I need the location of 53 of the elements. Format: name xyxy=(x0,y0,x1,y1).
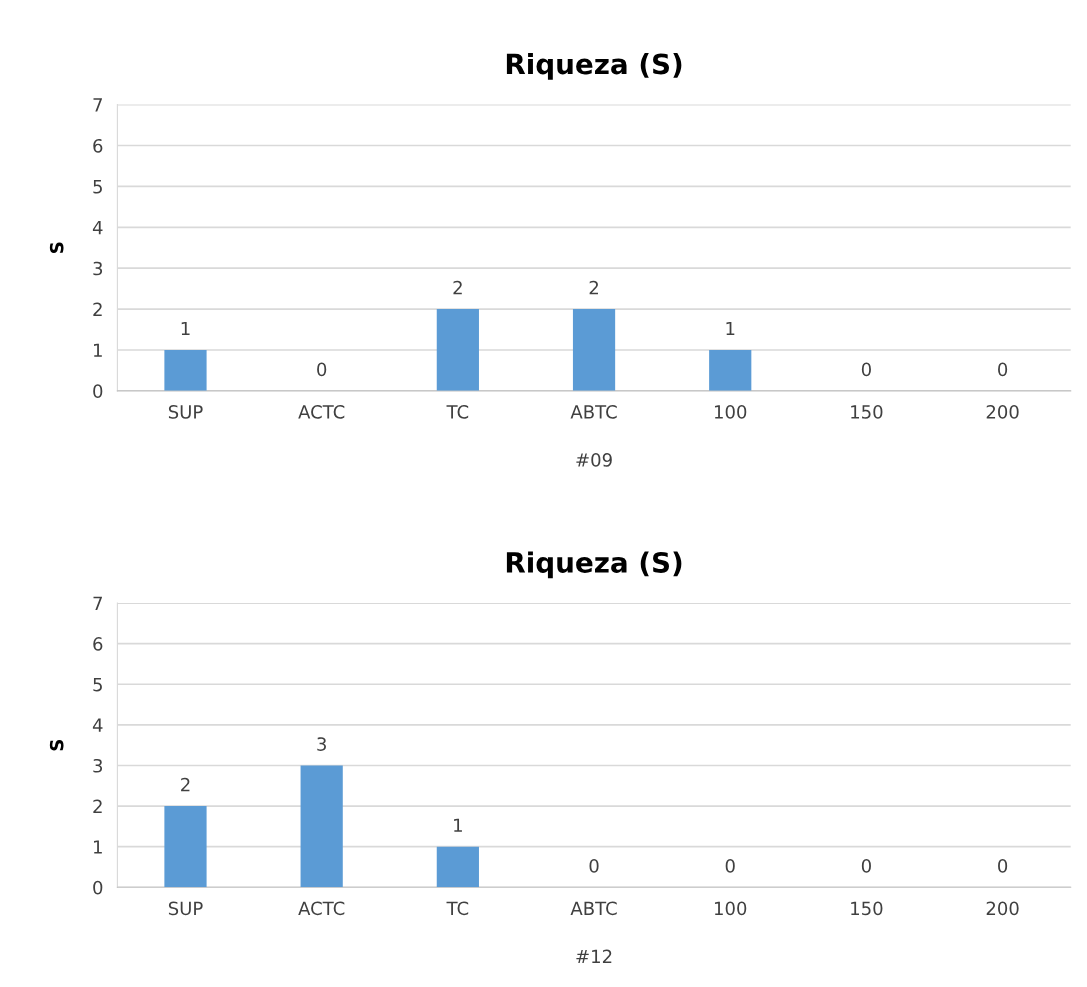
x-tick-label: 150 xyxy=(851,405,883,419)
x-tick-label: TC xyxy=(446,901,469,916)
x-axis-title: #09 xyxy=(576,453,612,467)
x-axis-title: #12 xyxy=(576,949,612,963)
data-label: 0 xyxy=(317,362,327,377)
bar xyxy=(300,765,343,888)
y-tick-label: 5 xyxy=(93,677,102,692)
bar xyxy=(164,806,207,888)
data-label: 1 xyxy=(726,321,735,336)
data-label: 1 xyxy=(454,818,462,832)
data-label: 1 xyxy=(181,321,190,336)
x-tick-label: 150 xyxy=(851,901,883,916)
data-label: 2 xyxy=(589,280,598,295)
y-tick-label: 6 xyxy=(93,637,103,651)
x-tick-label: ABTC xyxy=(570,405,617,419)
y-axis-title: S xyxy=(49,740,64,751)
data-label: 2 xyxy=(181,777,190,792)
y-tick-label: 4 xyxy=(92,718,103,732)
x-tick-label: ABTC xyxy=(570,901,617,916)
y-tick-label: 6 xyxy=(93,138,103,153)
x-tick-label: SUP xyxy=(168,901,203,916)
x-tick-label: ACTC xyxy=(298,901,345,916)
x-tick-label: 100 xyxy=(714,405,747,419)
y-tick-label: 1 xyxy=(94,343,102,357)
data-label: 0 xyxy=(998,362,1008,377)
y-tick-label: 1 xyxy=(94,840,102,854)
y-tick-label: 3 xyxy=(93,261,103,276)
y-tick-label: 2 xyxy=(93,799,102,813)
chart-title: Riqueza (S) xyxy=(506,52,682,80)
data-label: 0 xyxy=(589,859,599,873)
y-axis-title: S xyxy=(49,242,64,253)
x-tick-label: ACTC xyxy=(298,405,345,419)
y-tick-label: 0 xyxy=(93,880,103,895)
x-tick-label: 200 xyxy=(986,901,1019,916)
x-tick-label: TC xyxy=(446,405,469,419)
y-tick-label: 4 xyxy=(92,220,103,235)
y-tick-label: 5 xyxy=(93,180,102,194)
data-label: 3 xyxy=(317,737,326,751)
x-tick-label: SUP xyxy=(168,405,203,419)
data-label: 2 xyxy=(453,280,462,295)
y-tick-label: 0 xyxy=(93,384,103,398)
y-tick-label: 7 xyxy=(93,596,102,610)
data-label: 0 xyxy=(998,859,1008,873)
y-tick-label: 3 xyxy=(93,758,103,773)
data-label: 0 xyxy=(861,362,871,377)
y-tick-label: 7 xyxy=(93,98,102,112)
y-tick-label: 2 xyxy=(93,302,102,316)
x-tick-label: 200 xyxy=(986,405,1019,419)
data-label: 0 xyxy=(725,859,735,873)
x-tick-label: 100 xyxy=(714,901,747,916)
bar xyxy=(436,846,479,888)
data-label: 0 xyxy=(861,859,871,873)
chart-title: Riqueza (S) xyxy=(506,551,682,579)
